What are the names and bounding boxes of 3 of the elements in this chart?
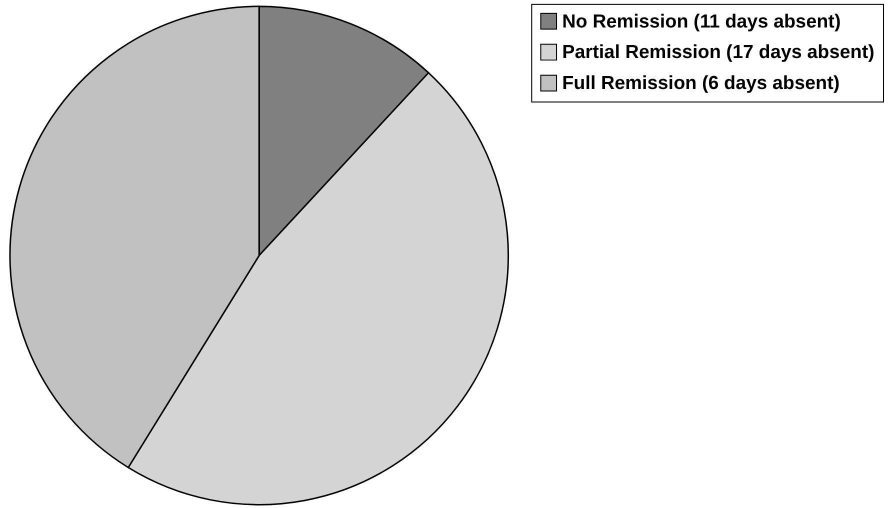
legend-label: No Remission (11 days absent) (562, 11, 841, 32)
legend-label: Partial Remission (17 days absent) (562, 42, 874, 64)
legend-label: Full Remission (6 days absent) (562, 73, 840, 94)
